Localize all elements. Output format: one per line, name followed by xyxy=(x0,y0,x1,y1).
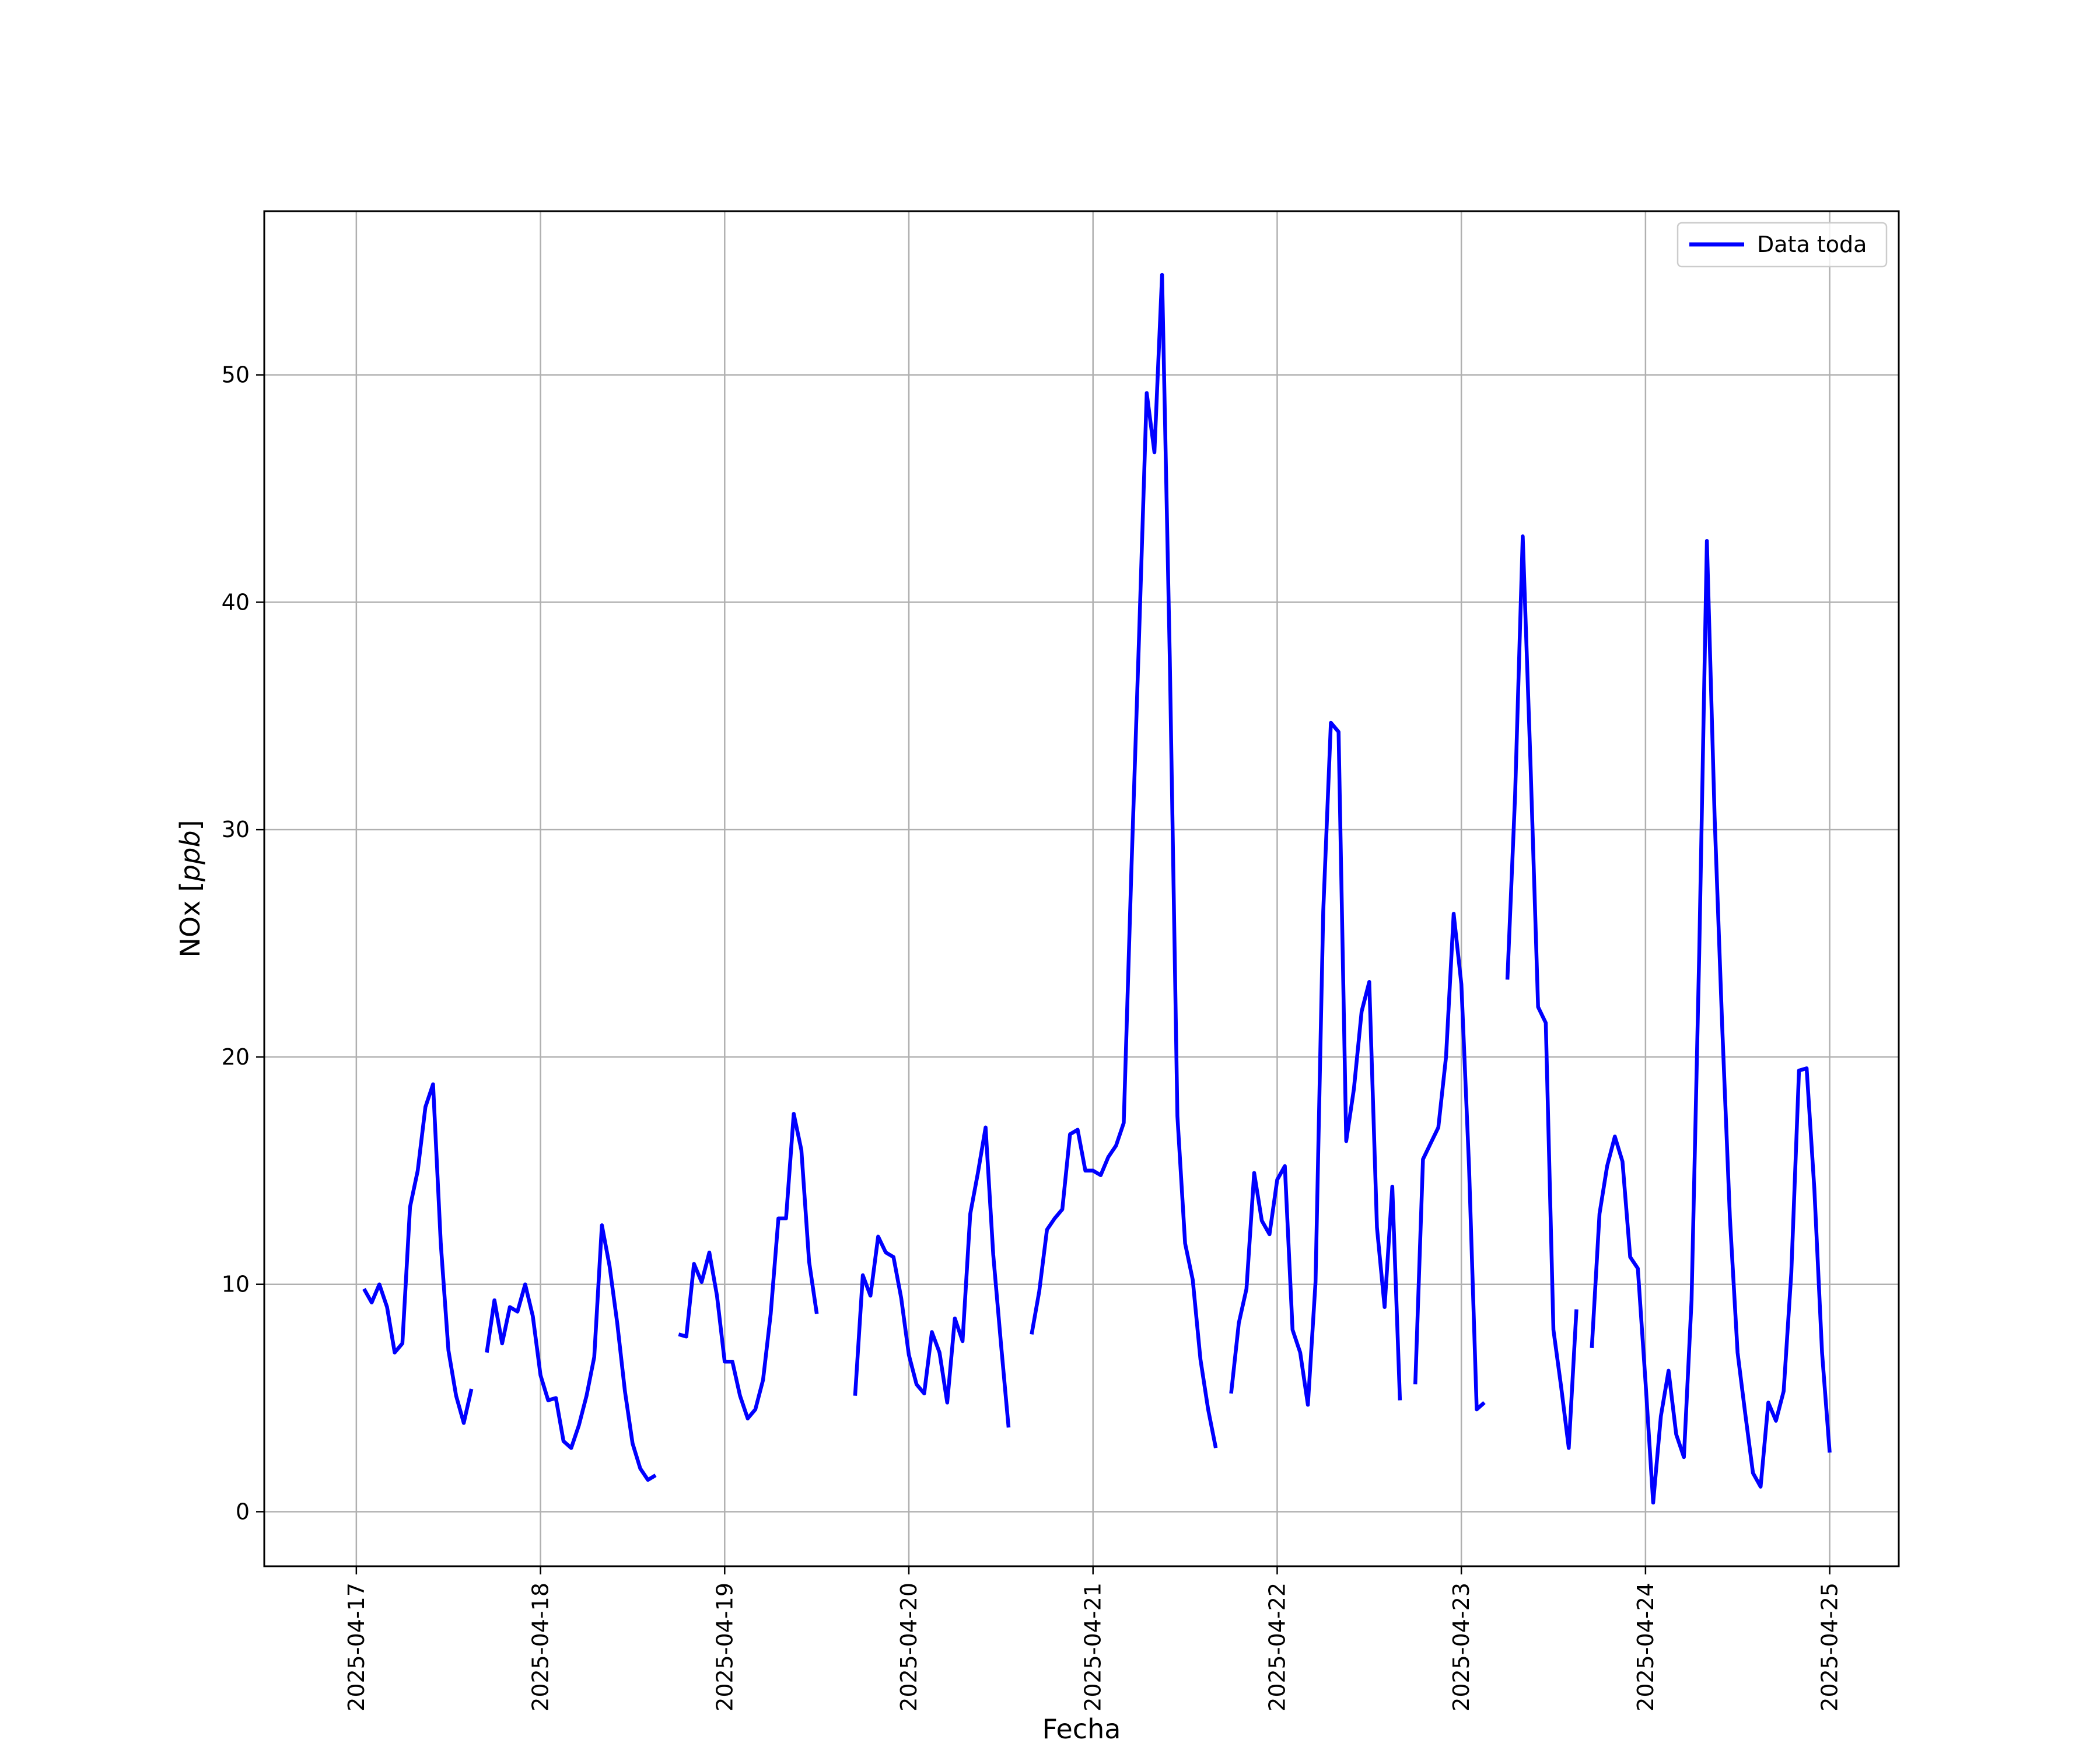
series-line-segment xyxy=(1505,534,1578,1450)
x-tick-label: 2025-04-18 xyxy=(528,1583,554,1712)
grid-lines xyxy=(264,211,1899,1566)
legend: Data toda xyxy=(1676,222,1888,268)
x-tick-label: 2025-04-21 xyxy=(1080,1583,1106,1712)
series-line-segment xyxy=(1413,912,1486,1412)
x-tick-label: 2025-04-24 xyxy=(1633,1583,1658,1712)
series-line-segment xyxy=(485,1223,657,1482)
y-axis-label-unit: ppb xyxy=(174,830,206,882)
series-line-segment xyxy=(362,1082,474,1425)
axis-ticks: 2025-04-17 2025-04-18 2025-04-19 2025-04-20… xyxy=(222,362,1843,1712)
x-tick-label: 2025-04-23 xyxy=(1448,1583,1474,1712)
y-axis-label-suffix: ] xyxy=(174,820,206,831)
y-axis-label: NOx [ppb] xyxy=(174,820,206,958)
x-tick-label: 2025-04-17 xyxy=(344,1583,369,1712)
series-line-segment xyxy=(1229,720,1402,1407)
x-tick-label: 2025-04-19 xyxy=(712,1583,737,1712)
x-tick-label: 2025-04-20 xyxy=(896,1583,922,1712)
y-tick-label: 40 xyxy=(222,589,250,615)
x-axis-label: Fecha xyxy=(1042,1713,1121,1745)
x-tick-label: 2025-04-22 xyxy=(1264,1583,1290,1712)
plot-area-frame xyxy=(263,210,1900,1567)
series-line-segment xyxy=(678,1112,819,1420)
legend-label: Data toda xyxy=(1757,232,1867,257)
x-tick-label: 2025-04-25 xyxy=(1817,1583,1843,1712)
y-tick-label: 10 xyxy=(222,1272,250,1297)
legend-box xyxy=(1676,222,1888,268)
y-tick-label: 0 xyxy=(236,1499,250,1524)
series-line-segment xyxy=(853,1125,1011,1428)
series-line-segment xyxy=(1030,272,1218,1448)
series-line-segment xyxy=(1590,538,1832,1505)
series-data-toda xyxy=(362,272,1832,1505)
y-axis-label-prefix: NOx [ xyxy=(174,881,206,957)
y-tick-label: 30 xyxy=(222,817,250,842)
y-tick-label: 20 xyxy=(222,1044,250,1070)
y-tick-label: 50 xyxy=(222,362,250,388)
